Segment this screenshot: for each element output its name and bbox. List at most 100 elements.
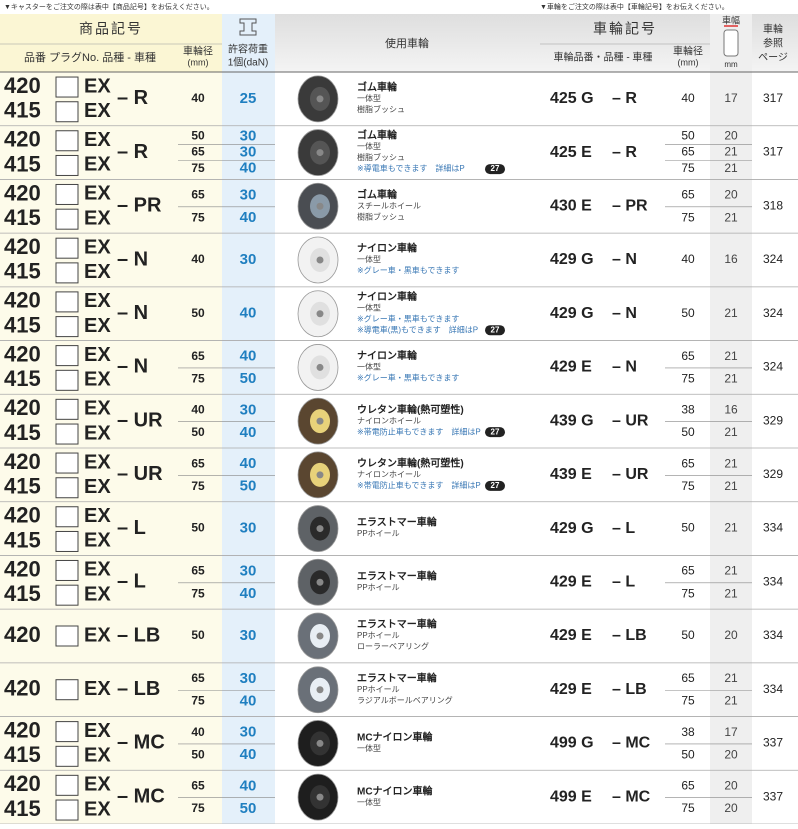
wheel-desc: 樹脂ブッシュ (357, 211, 405, 221)
ref-page: 334 (763, 682, 783, 696)
wheel-width: 16 (724, 403, 738, 417)
model-ex: EX (84, 236, 111, 258)
model-no: 420 (4, 73, 41, 98)
model-type: – PR (117, 195, 162, 217)
wheel-width: 20 (724, 129, 738, 143)
wheel-desc: ※グレー車・黒車もできます (357, 373, 459, 383)
model-type: – UR (117, 409, 163, 431)
load: 30 (240, 563, 257, 580)
header: 品番 プラグNo. 品種 - 車種 (24, 50, 156, 64)
model-ex: EX (84, 678, 111, 700)
model-ex: EX (84, 369, 111, 391)
wheel-width: 17 (724, 91, 738, 105)
plug-box (55, 745, 79, 767)
wheel-dia: 75 (191, 161, 205, 175)
wheel-code-type: – N (612, 251, 637, 268)
plug-box (55, 679, 79, 701)
model-no: 415 (4, 742, 41, 767)
ref-page: 329 (763, 413, 783, 427)
wheel-img (316, 202, 324, 210)
wheel-code: 499 G (550, 735, 594, 752)
ref-page: 337 (763, 789, 783, 803)
model-no: 420 (4, 771, 41, 796)
load: 25 (240, 90, 257, 107)
wheel-width: 21 (724, 371, 738, 385)
load: 40 (240, 160, 257, 177)
wheel-dia2: 75 (681, 210, 695, 224)
load: 40 (240, 777, 257, 794)
wheel-desc: PPホイール (357, 685, 400, 694)
wheel-name: MCナイロン車輪 (357, 784, 434, 797)
plug-box (55, 130, 79, 152)
wheel-dia: 75 (191, 586, 205, 600)
wheel-img (316, 363, 324, 371)
wheel-desc: PPホイール (357, 631, 400, 640)
wheel-dia2: 50 (681, 747, 695, 761)
header: 車輪径 (673, 45, 703, 58)
wheel-width: 20 (724, 801, 738, 815)
wheel-code-type: – UR (612, 412, 649, 429)
wheel-note: ※帯電防止車もできます 詳細はP (357, 480, 481, 490)
wheel-code-type: – MC (612, 788, 651, 805)
plug-box (55, 183, 79, 205)
model-no: 415 (4, 259, 41, 284)
plug-box (55, 101, 79, 123)
model-ex: EX (84, 720, 111, 742)
load: 50 (240, 478, 257, 495)
wheel-dia: 50 (191, 129, 205, 143)
model-no: 420 (4, 395, 41, 420)
wheel-dia: 50 (191, 628, 205, 642)
page-badge (485, 164, 505, 175)
load: 30 (240, 401, 257, 418)
wheel-dia2: 65 (681, 564, 695, 578)
model-ex: EX (84, 154, 111, 176)
model-no: 420 (4, 288, 41, 313)
wheel-dia: 75 (191, 694, 205, 708)
wheel-dia2: 75 (681, 161, 695, 175)
wheel-dia: 65 (191, 779, 205, 793)
wheel-code-type: – N (612, 305, 637, 322)
wheel-code: 439 E (550, 466, 592, 483)
wheel-img (316, 793, 324, 801)
plug-box (55, 452, 79, 474)
wheel-name: ナイロン車輪 (357, 290, 418, 303)
header: 参照 (763, 37, 783, 50)
model-type: – L (117, 571, 146, 593)
ref-page: 337 (763, 736, 783, 750)
model-ex: EX (84, 798, 111, 820)
wheel-width: 21 (724, 479, 738, 493)
wheel-code: 425 E (550, 144, 592, 161)
model-type: – LB (117, 678, 160, 700)
wheel-img (316, 310, 324, 318)
ref-page: 334 (763, 628, 783, 642)
plug-box (55, 316, 79, 338)
wheel-desc: 一体型 (357, 93, 381, 103)
header: 車輪径 (183, 45, 213, 58)
model-ex: EX (84, 129, 111, 151)
plug-box (55, 262, 79, 284)
load: 30 (240, 127, 257, 144)
model-type: – UR (117, 463, 163, 485)
ref-page: 324 (763, 252, 783, 266)
wheel-code-type: – L (612, 574, 635, 591)
load: 40 (240, 209, 257, 226)
wheel-dia2: 65 (681, 188, 695, 202)
plug-box (55, 477, 79, 499)
wheel-desc: 一体型 (357, 797, 381, 807)
wheel-img (316, 578, 324, 586)
wheel-code: 425 G (550, 90, 594, 107)
wheel-dia2: 38 (681, 403, 695, 417)
model-no: 420 (4, 234, 41, 259)
wheel-width: 20 (724, 628, 738, 642)
model-no: 415 (4, 474, 41, 499)
ref-page: 317 (763, 91, 783, 105)
wheel-note: ※帯電防止車もできます 詳細はP (357, 426, 481, 436)
load: 40 (240, 348, 257, 365)
model-ex: EX (84, 624, 111, 646)
wheel-width: 21 (724, 456, 738, 470)
wheel-dia2: 40 (681, 91, 695, 105)
wheel-desc: スチールホイール (357, 201, 421, 210)
model-no: 415 (4, 312, 41, 337)
wheel-width: 21 (724, 210, 738, 224)
model-no: 415 (4, 420, 41, 445)
